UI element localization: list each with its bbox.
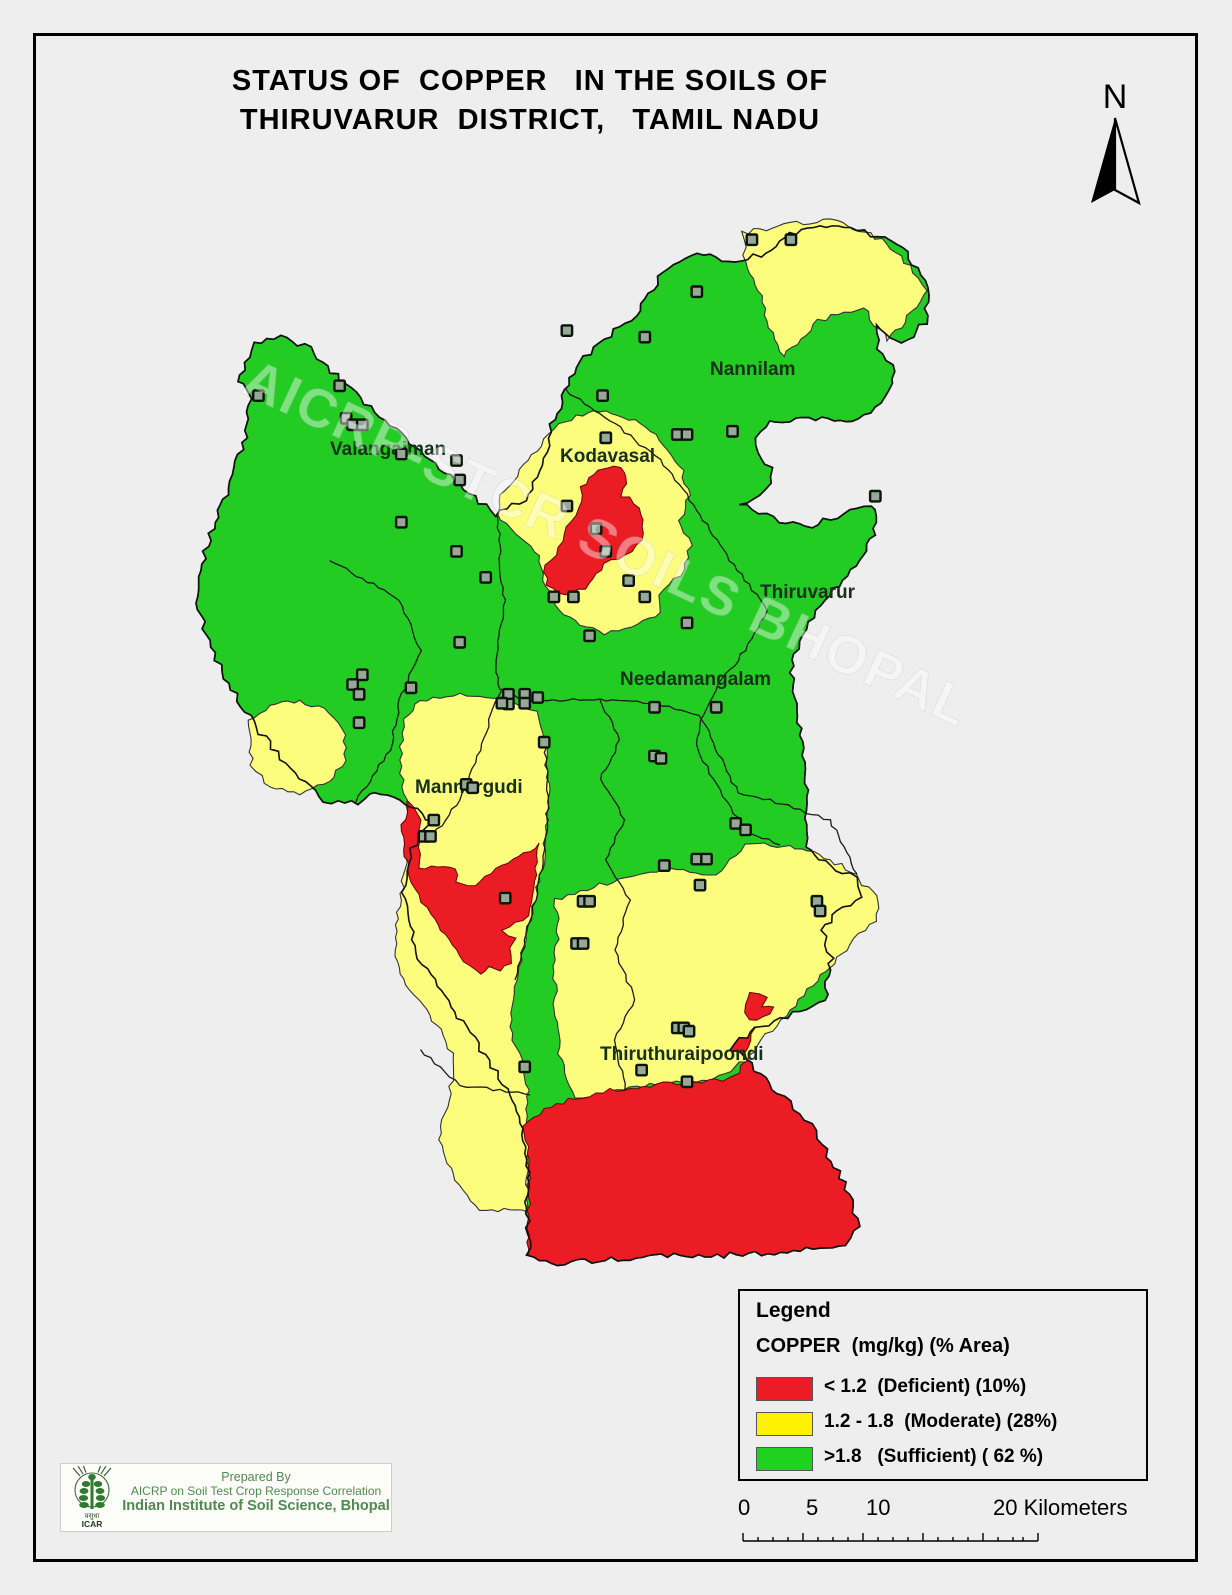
svg-text:Nannilam: Nannilam (710, 359, 796, 380)
svg-text:Thiruthuraipoondi: Thiruthuraipoondi (600, 1044, 764, 1065)
svg-text:Needamangalam: Needamangalam (620, 669, 771, 690)
svg-text:Kodavasal: Kodavasal (560, 446, 655, 467)
